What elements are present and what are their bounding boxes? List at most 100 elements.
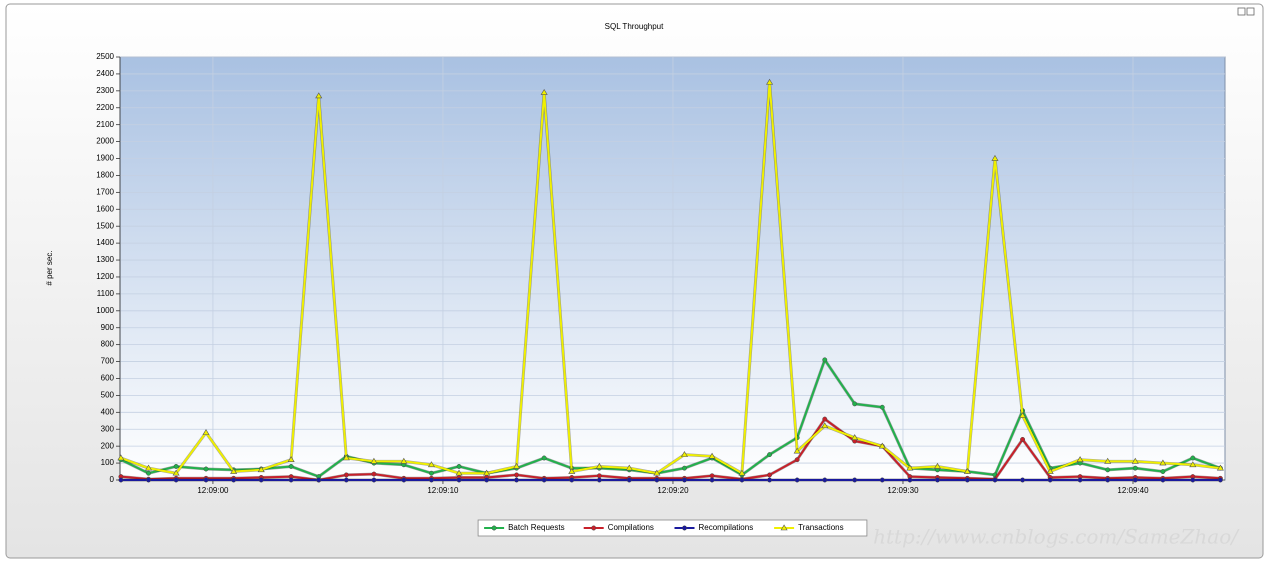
x-tick-label: 12:09:30: [887, 486, 919, 495]
point: [484, 477, 490, 483]
x-tick-label: 12:09:00: [197, 486, 229, 495]
point: [879, 404, 885, 410]
point: [780, 524, 788, 531]
point: [794, 477, 800, 483]
point: [879, 477, 885, 483]
legend-box: [477, 519, 868, 537]
point: [1105, 467, 1111, 473]
point: [653, 469, 661, 476]
point: [906, 464, 914, 471]
point: [456, 477, 462, 483]
point: [1077, 477, 1083, 483]
point: [343, 477, 349, 483]
point: [117, 454, 125, 461]
point: [203, 477, 209, 483]
point: [682, 465, 687, 471]
point: [1104, 457, 1112, 464]
y-tick-label: 400: [101, 407, 115, 416]
point: [933, 462, 942, 469]
x-tick-label: 12:09:40: [1117, 486, 1149, 495]
series-line: [120, 81, 1221, 475]
y-tick-label: 2100: [96, 120, 114, 129]
point: [172, 469, 180, 476]
point: [287, 456, 295, 462]
point: [1105, 477, 1111, 483]
y-tick-label: 700: [101, 357, 115, 366]
point: [146, 470, 151, 476]
point: [514, 472, 519, 478]
y-tick-label: 800: [101, 340, 115, 349]
point: [342, 454, 350, 461]
point: [626, 477, 632, 483]
point: [625, 464, 633, 471]
point: [540, 88, 548, 95]
y-tick-label: 1800: [96, 171, 114, 180]
point: [371, 477, 377, 483]
y-tick-label: 2400: [96, 69, 114, 78]
point: [541, 477, 547, 483]
point: [1019, 412, 1027, 419]
y-tick-label: 2500: [96, 52, 114, 61]
point: [202, 429, 210, 435]
legend-label: Transactions: [798, 523, 844, 532]
y-tick-label: 2200: [96, 103, 114, 112]
y-tick-label: 2300: [96, 86, 114, 95]
point: [231, 477, 237, 483]
point: [793, 447, 801, 454]
point: [514, 477, 519, 483]
point: [173, 477, 179, 483]
point: [596, 473, 602, 479]
point: [491, 525, 497, 531]
point: [654, 477, 660, 483]
y-tick-label: 1900: [96, 154, 114, 163]
point: [852, 477, 858, 483]
y-tick-label: 1700: [96, 187, 114, 196]
point: [766, 78, 774, 85]
point: [288, 477, 294, 483]
point: [907, 477, 913, 483]
point: [767, 477, 773, 483]
point: [1160, 469, 1166, 474]
point: [596, 477, 602, 483]
point: [203, 466, 209, 472]
point: [1217, 477, 1223, 483]
point: [288, 464, 294, 469]
point: [401, 477, 407, 483]
point: [851, 434, 859, 440]
chart-title: SQL Throughput: [605, 22, 664, 31]
y-tick-label: 1200: [96, 272, 114, 281]
point: [991, 154, 999, 161]
point: [794, 457, 800, 463]
point: [1046, 467, 1054, 474]
point: [992, 477, 998, 483]
window-buttons[interactable]: [1237, 7, 1255, 16]
point: [1132, 477, 1138, 483]
point: [739, 477, 745, 483]
point: [456, 464, 462, 469]
point: [680, 451, 688, 457]
y-tick-label: 1400: [96, 238, 114, 247]
point: [767, 452, 773, 458]
y-tick-label: 0: [110, 475, 115, 484]
point: [258, 477, 264, 483]
point: [822, 477, 828, 483]
y-tick-label: 100: [101, 458, 115, 467]
point: [709, 477, 715, 483]
point: [483, 469, 491, 476]
point: [1076, 456, 1084, 462]
x-tick-label: 12:09:20: [657, 486, 689, 495]
y-tick-label: 1300: [96, 255, 114, 264]
watermark: http://www.cnblogs.com/SameZhao/: [873, 525, 1240, 549]
point: [400, 457, 408, 464]
point: [427, 461, 435, 468]
point: [316, 477, 322, 483]
point: [822, 416, 828, 422]
point: [569, 477, 575, 483]
y-tick-label: 1500: [96, 221, 114, 230]
legend: Batch Requests Compilations Recompilations…: [477, 519, 868, 537]
point: [1190, 477, 1196, 483]
y-tick-label: 2000: [96, 137, 114, 146]
point: [821, 422, 829, 429]
